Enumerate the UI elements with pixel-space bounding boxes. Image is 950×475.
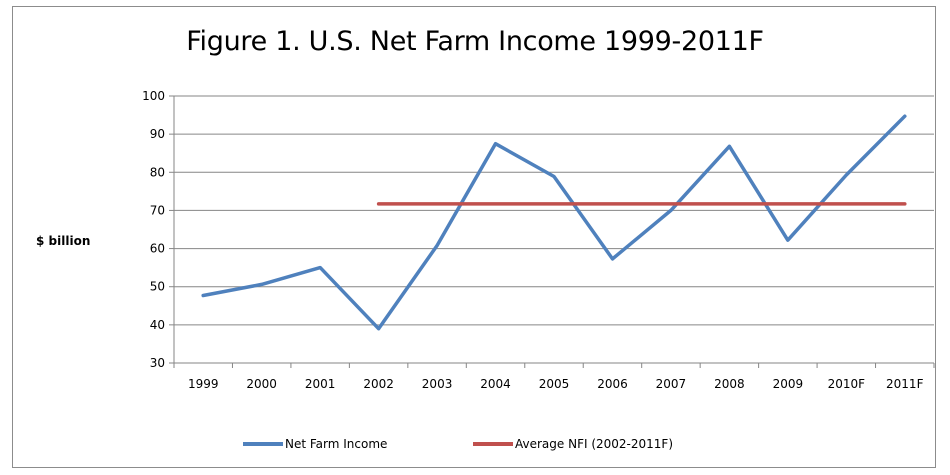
x-tick-label: 2005 [539, 377, 570, 391]
series-line-net-farm-income [201, 114, 907, 331]
legend-label-average-nfi: Average NFI (2002-2011F) [515, 437, 673, 451]
y-axis-label: $ billion [36, 234, 91, 248]
x-tick-label: 2007 [656, 377, 687, 391]
x-tick-label: 2001 [305, 377, 336, 391]
y-tick-label: 100 [142, 89, 165, 103]
legend-item-average-nfi: Average NFI (2002-2011F) [473, 434, 673, 454]
legend-swatch-average-nfi [473, 442, 513, 446]
y-tick-label: 50 [150, 280, 165, 294]
y-tick-label: 90 [150, 127, 165, 141]
y-tick-label: 70 [150, 203, 165, 217]
legend-item-net-farm-income: Net Farm Income [243, 434, 387, 454]
x-tick-label: 2008 [714, 377, 745, 391]
x-tick-label: 2002 [363, 377, 394, 391]
y-tick-label: 60 [150, 242, 165, 256]
x-tick-label: 1999 [188, 377, 219, 391]
legend-label-net-farm-income: Net Farm Income [285, 437, 388, 451]
x-tick-label: 2006 [597, 377, 628, 391]
legend-swatch-net-farm-income [243, 442, 283, 446]
x-tick-label: 2000 [246, 377, 277, 391]
y-tick-label: 40 [150, 318, 165, 332]
x-tick-label: 2009 [773, 377, 804, 391]
y-tick-label: 30 [150, 356, 165, 370]
y-tick-label: 80 [150, 165, 165, 179]
x-tick-label: 2010F [828, 377, 866, 391]
x-tick-label: 2004 [480, 377, 511, 391]
chart-title: Figure 1. U.S. Net Farm Income 1999-2011… [186, 26, 764, 57]
x-tick-label: 2003 [422, 377, 453, 391]
chart-frame [12, 6, 936, 468]
x-tick-label: 2011F [886, 377, 924, 391]
